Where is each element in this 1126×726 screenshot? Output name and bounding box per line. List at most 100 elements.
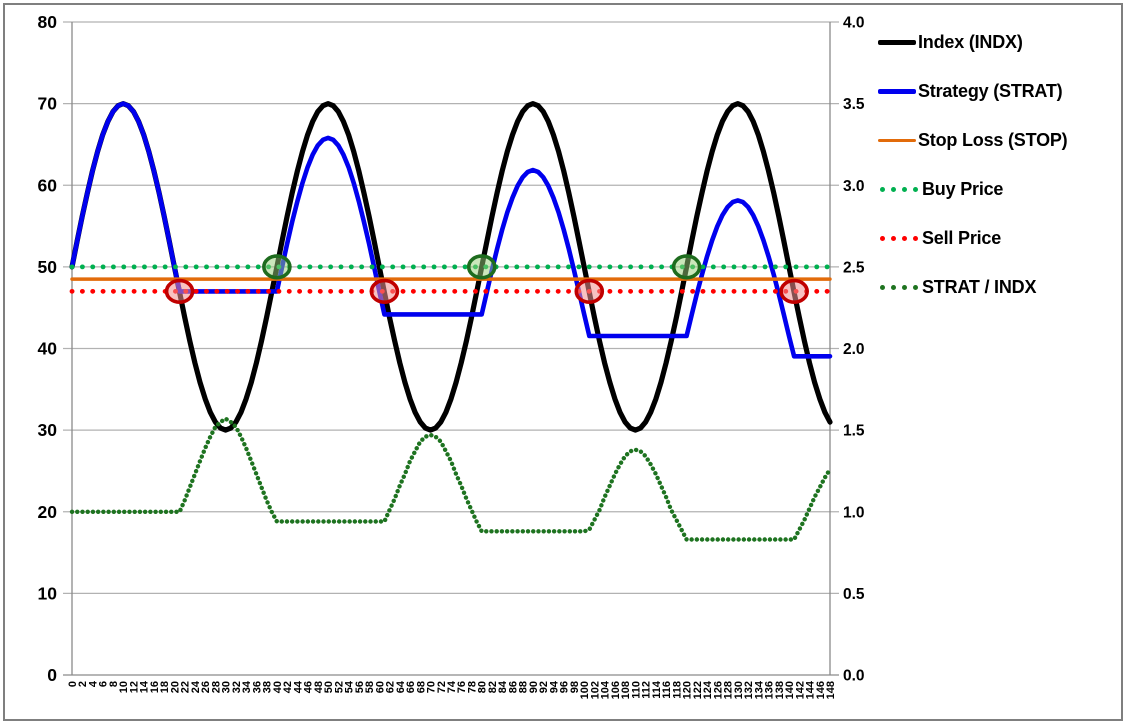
- x-axis-tick-label: 62: [385, 681, 397, 693]
- buy-marker: [671, 254, 702, 280]
- ratio-dots-swatch: [878, 284, 920, 290]
- x-axis-tick-label: 118: [671, 681, 683, 699]
- legend-item-buy-price: Buy Price: [878, 178, 1067, 200]
- x-axis-tick-label: 68: [415, 681, 427, 693]
- right-axis-tick-label: 3.5: [843, 96, 865, 113]
- left-axis-tick-label: 0: [47, 665, 57, 685]
- x-axis-tick-label: 88: [518, 681, 530, 693]
- x-axis-tick-label: 24: [190, 680, 202, 693]
- figure-border: [3, 3, 1123, 721]
- x-axis-tick-label: 8: [108, 681, 120, 687]
- x-axis-tick-label: 12: [128, 681, 140, 693]
- legend-dot-sample: [902, 284, 907, 290]
- strategy-line-swatch: [878, 88, 916, 94]
- x-axis-tick-label: 78: [466, 681, 478, 693]
- x-axis-tick-label: 70: [426, 681, 438, 693]
- right-axis-tick-label: 1.5: [843, 423, 865, 440]
- x-axis-tick-label: 44: [292, 680, 304, 693]
- legend-dot-sample: [880, 235, 885, 241]
- x-axis-tick-label: 48: [313, 681, 325, 693]
- x-axis-tick-label: 100: [579, 681, 591, 699]
- x-axis-tick-label: 56: [354, 681, 366, 693]
- legend-item-index: Index (INDX): [878, 31, 1067, 53]
- x-axis-tick-label: 2: [77, 681, 89, 687]
- x-axis-tick-label: 32: [231, 681, 243, 693]
- right-axis-tick-label: 1.0: [843, 504, 865, 521]
- x-axis-tick-label: 20: [169, 681, 181, 693]
- legend-dot-sample: [891, 235, 896, 241]
- x-axis-tick-label: 132: [743, 681, 755, 699]
- x-axis-tick-label: 106: [610, 681, 622, 699]
- x-axis-tick-label: 30: [221, 681, 233, 693]
- chart-legend: Index (INDX) Strategy (STRAT) Stop Loss …: [878, 31, 1068, 298]
- x-axis-tick-label: 136: [764, 681, 776, 699]
- x-axis-tick-label: 64: [395, 680, 407, 693]
- x-axis-tick-label: 92: [538, 681, 550, 693]
- legend-dot-sample: [880, 186, 885, 192]
- right-axis-tick-label: 3.0: [843, 178, 865, 195]
- right-axis-tick-label: 2.0: [843, 341, 865, 358]
- legend-label-stop-loss: Stop Loss (STOP): [918, 129, 1068, 150]
- x-axis-tick-label: 104: [600, 680, 612, 699]
- legend-item-strategy: Strategy (STRAT): [878, 80, 1067, 102]
- legend-label-ratio: STRAT / INDX: [922, 276, 1037, 297]
- x-axis-tick-label: 146: [815, 681, 827, 699]
- legend-item-sell-price: Sell Price: [878, 227, 1067, 249]
- x-axis-tick-label: 28: [210, 681, 222, 693]
- x-axis-tick-label: 16: [149, 681, 161, 693]
- x-axis-tick-label: 76: [456, 681, 468, 693]
- x-axis-tick-label: 124: [702, 680, 714, 699]
- index-line-swatch: [878, 39, 916, 45]
- x-axis-tick-label: 6: [98, 681, 110, 687]
- x-axis-tick-label: 144: [805, 680, 817, 699]
- sell-marker: [574, 278, 605, 304]
- x-axis-tick-label: 66: [405, 681, 417, 693]
- x-axis-tick-label: 18: [159, 681, 171, 693]
- x-axis-tick-label: 110: [630, 681, 642, 699]
- legend-dot-sample: [891, 186, 896, 192]
- legend-dot-sample: [913, 235, 918, 241]
- legend-label-strategy: Strategy (STRAT): [918, 80, 1063, 101]
- x-axis-tick-label: 4: [87, 680, 99, 687]
- right-axis-tick-label: 0.5: [843, 586, 865, 603]
- x-axis-tick-label: 38: [262, 681, 274, 693]
- x-axis-tick-label: 142: [794, 681, 806, 699]
- x-axis-tick-label: 94: [548, 680, 560, 693]
- x-axis-tick-label: 116: [661, 681, 673, 699]
- left-axis-tick-label: 80: [38, 12, 58, 32]
- legend-dot-sample: [913, 186, 918, 192]
- x-axis-tick-label: 130: [733, 681, 745, 699]
- x-axis-tick-label: 54: [344, 680, 356, 693]
- legend-label-index: Index (INDX): [918, 31, 1023, 52]
- legend-label-buy-price: Buy Price: [922, 178, 1004, 199]
- x-axis-tick-label: 86: [507, 681, 519, 693]
- legend-line-sample: [878, 88, 916, 94]
- right-axis-tick-label: 4.0: [843, 15, 865, 32]
- x-axis-tick-label: 120: [682, 681, 694, 699]
- legend-item-ratio: STRAT / INDX: [878, 276, 1067, 298]
- x-axis-tick-label: 84: [497, 680, 509, 693]
- x-axis-tick-label: 0: [67, 681, 79, 687]
- x-axis-tick-label: 40: [272, 681, 284, 693]
- legend-label-sell-price: Sell Price: [922, 227, 1002, 248]
- x-axis-tick-label: 60: [374, 681, 386, 693]
- x-axis-tick-label: 138: [774, 681, 786, 699]
- x-axis-tick-label: 52: [333, 681, 345, 693]
- x-axis-tick-label: 74: [446, 680, 458, 693]
- legend-dot-sample: [902, 186, 907, 192]
- series-ratio: [69, 416, 833, 542]
- x-axis-tick-label: 148: [825, 681, 837, 699]
- x-axis-tick-label: 46: [303, 681, 315, 693]
- x-axis-tick-label: 80: [477, 681, 489, 693]
- legend-dot-sample: [891, 284, 896, 290]
- x-axis-tick-label: 90: [528, 681, 540, 693]
- x-axis-tick-label: 122: [692, 681, 704, 699]
- x-axis-tick-label: 36: [251, 681, 263, 693]
- buy-marker: [466, 254, 497, 280]
- x-axis-tick-label: 82: [487, 681, 499, 693]
- left-axis-tick-label: 20: [38, 502, 58, 522]
- x-axis-tick-label: 140: [784, 681, 796, 699]
- x-axis-tick-label: 98: [569, 681, 581, 693]
